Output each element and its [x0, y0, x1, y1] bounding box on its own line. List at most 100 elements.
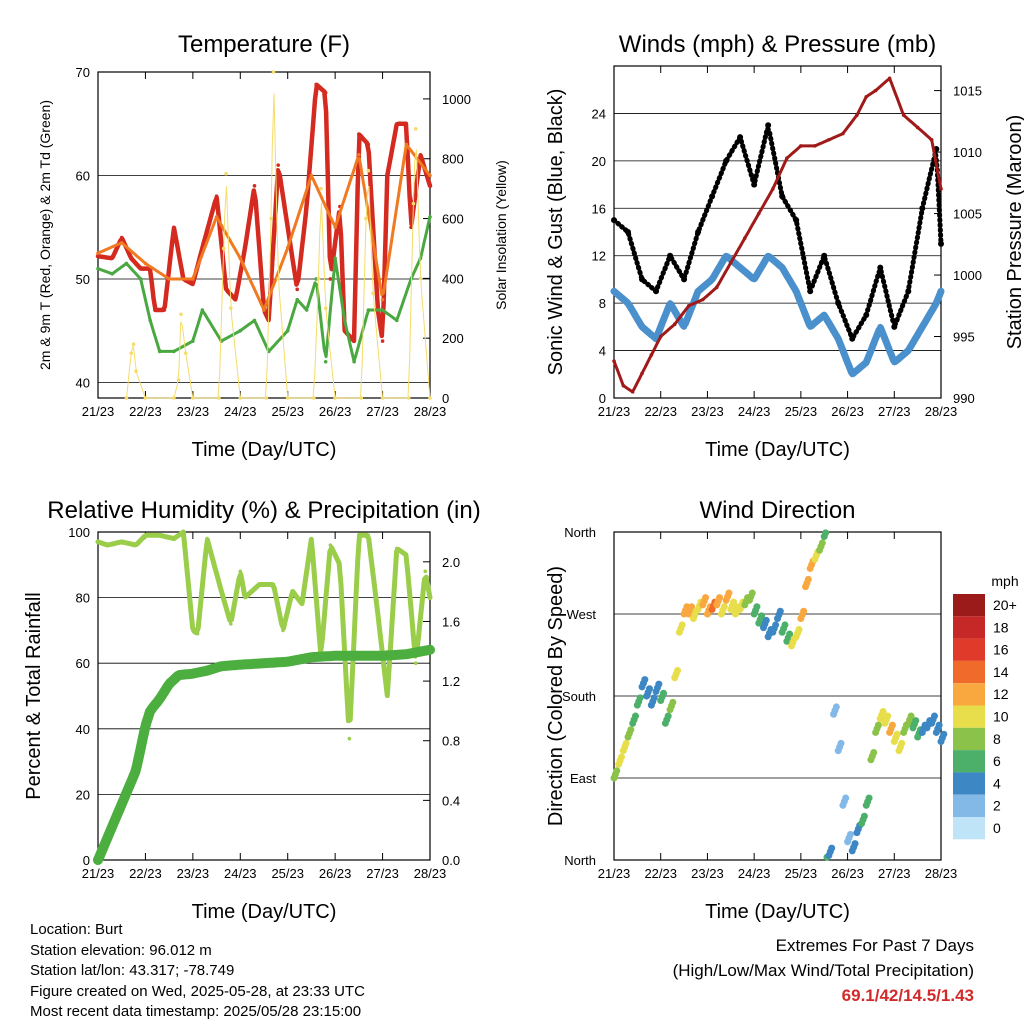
direction-point [940, 730, 948, 738]
direction-point [669, 698, 677, 706]
data-point [658, 334, 663, 339]
data-point [134, 543, 138, 547]
data-point [195, 631, 200, 636]
y-tick-label: North [564, 853, 596, 868]
data-point [214, 215, 219, 219]
data-point [110, 272, 115, 276]
data-point [219, 589, 224, 593]
data-point [338, 563, 342, 567]
direction-point [678, 621, 686, 629]
data-point [238, 328, 243, 333]
data-point [380, 297, 385, 302]
data-point [172, 349, 176, 354]
data-point [319, 186, 323, 191]
data-point [172, 536, 176, 541]
x-tick-label: 27/23 [366, 866, 399, 881]
y2-tick-label: 995 [953, 330, 975, 345]
direction-point [641, 676, 649, 684]
legend-label: 4 [993, 775, 1001, 791]
legend-title: mph [991, 573, 1018, 589]
data-point [686, 303, 691, 308]
data-point [681, 276, 688, 283]
data-point [124, 396, 129, 400]
data-point [611, 217, 617, 224]
y2-tick-label: 990 [953, 391, 975, 406]
y2-tick-label: 800 [442, 152, 464, 167]
data-point [323, 90, 328, 95]
y-tick-label: 80 [76, 591, 90, 606]
data-point [105, 835, 110, 840]
data-point [409, 225, 413, 230]
data-point [238, 396, 243, 400]
legend-label: 16 [993, 642, 1009, 658]
data-point [905, 347, 912, 354]
x-axis-label: Time (Day/UTC) [192, 901, 337, 923]
data-point [333, 225, 337, 230]
series-line-2m-t [95, 82, 433, 344]
data-point [404, 652, 409, 657]
data-point [385, 694, 390, 698]
data-point [96, 540, 100, 544]
data-point [214, 194, 219, 198]
data-point [238, 569, 243, 574]
data-point [269, 216, 273, 221]
data-point [342, 318, 347, 323]
data-point [115, 813, 119, 818]
data-point [380, 308, 385, 312]
y2-tick-label: 0.8 [442, 734, 460, 749]
data-point [835, 335, 842, 342]
data-point [404, 142, 409, 147]
latlon-text: Station lat/lon: 43.317; -78.749 [30, 962, 235, 979]
data-point [404, 121, 409, 126]
y2-tick-label: 1005 [953, 207, 982, 222]
data-point [312, 396, 316, 400]
data-point [314, 82, 318, 87]
y-tick-label: South [562, 689, 596, 704]
direction-point [930, 712, 938, 720]
direction-point [818, 539, 826, 547]
recent-text: Most recent data timestamp: 2025/05/28 2… [30, 1003, 362, 1020]
data-point [96, 266, 100, 271]
direction-point [828, 844, 836, 852]
y2-tick-label: 1015 [953, 84, 982, 99]
legend-label: 18 [993, 619, 1009, 635]
data-point [428, 647, 432, 652]
data-point [252, 184, 257, 188]
y-tick-label: 40 [76, 375, 90, 390]
data-point [919, 205, 926, 212]
data-point [285, 225, 290, 230]
data-point [167, 682, 171, 686]
x-axis-label: Time (Day/UTC) [192, 439, 337, 461]
x-tick-label: 27/23 [878, 866, 911, 881]
created-text: Figure created on Wed, 2025-05-28, at 23… [30, 982, 365, 1000]
data-point [919, 323, 926, 330]
direction-point [874, 721, 882, 729]
legend-label: 2 [993, 798, 1001, 814]
data-point [765, 122, 772, 129]
data-point [257, 582, 262, 587]
data-point [821, 312, 828, 318]
data-point [827, 137, 831, 142]
x-tick-label: 26/23 [319, 866, 352, 881]
data-point [404, 553, 409, 557]
data-point [262, 661, 266, 665]
y-tick-label: 60 [76, 656, 90, 671]
data-point [428, 595, 432, 600]
direction-point [613, 767, 621, 775]
legend-swatch [953, 817, 985, 840]
data-point [157, 533, 162, 538]
data-point [347, 736, 352, 741]
data-point [229, 622, 233, 626]
x-tick-label: 21/23 [82, 404, 115, 419]
legend-swatch [953, 750, 985, 773]
data-point [309, 536, 314, 541]
data-point [849, 371, 856, 378]
direction-point [631, 712, 639, 720]
data-point [191, 282, 195, 286]
data-point [138, 277, 143, 281]
data-point [352, 359, 356, 364]
legend-swatch [953, 660, 985, 684]
data-point [243, 595, 247, 600]
x-tick-label: 26/23 [831, 866, 864, 881]
data-point [395, 546, 399, 551]
